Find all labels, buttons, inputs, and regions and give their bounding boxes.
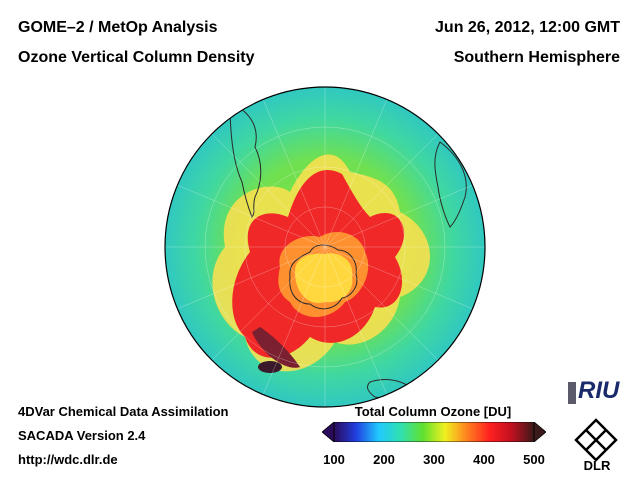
colorbar-tick-label: 100 [323, 452, 345, 467]
antarctica-coastline [289, 244, 358, 310]
africa-coastline [434, 141, 467, 228]
colorbar-tick-label: 300 [423, 452, 445, 467]
dlr-logo: DLR [574, 418, 618, 472]
dlr-logo-mark [585, 429, 607, 451]
meridian-line [176, 184, 474, 310]
map-title: GOME–2 / MetOp Analysis [18, 19, 218, 36]
ozone-peak-dark [258, 361, 282, 373]
footer-line1: 4DVar Chemical Data Assimilation [18, 404, 229, 419]
colorbar-title: Total Column Ozone [DU] [354, 404, 512, 419]
colorbar-bar [333, 422, 535, 442]
globe-outline [164, 86, 486, 408]
colorbar-left-arrow [322, 422, 335, 442]
ozone-globe-map [164, 86, 486, 408]
antarctica-ozone-core [295, 253, 353, 304]
colorbar-right-arrow [533, 422, 546, 442]
dlr-logo-text: DLR [584, 458, 611, 472]
colorbar-tick-label: 200 [373, 452, 395, 467]
riu-logo-text: RIU [578, 377, 620, 404]
footer-line2: SACADA Version 2.4 [18, 428, 146, 443]
colorbar-tick-label: 500 [523, 452, 545, 467]
dlr-logo-mark [574, 418, 618, 462]
hemisphere-label: Southern Hemisphere [453, 49, 620, 66]
date-label: Jun 26, 2012, 12:00 GMT [435, 19, 620, 36]
south-america-coastline [229, 101, 262, 218]
footer-url-link[interactable]: http://wdc.dlr.de [18, 452, 118, 467]
riu-logo-mark [568, 382, 576, 404]
colorbar [322, 422, 546, 442]
riu-logo: RIU [568, 377, 620, 404]
ozone-peak-patch [252, 327, 300, 368]
map-subtitle: Ozone Vertical Column Density [18, 49, 255, 66]
colorbar-tick-label: 400 [473, 452, 495, 467]
